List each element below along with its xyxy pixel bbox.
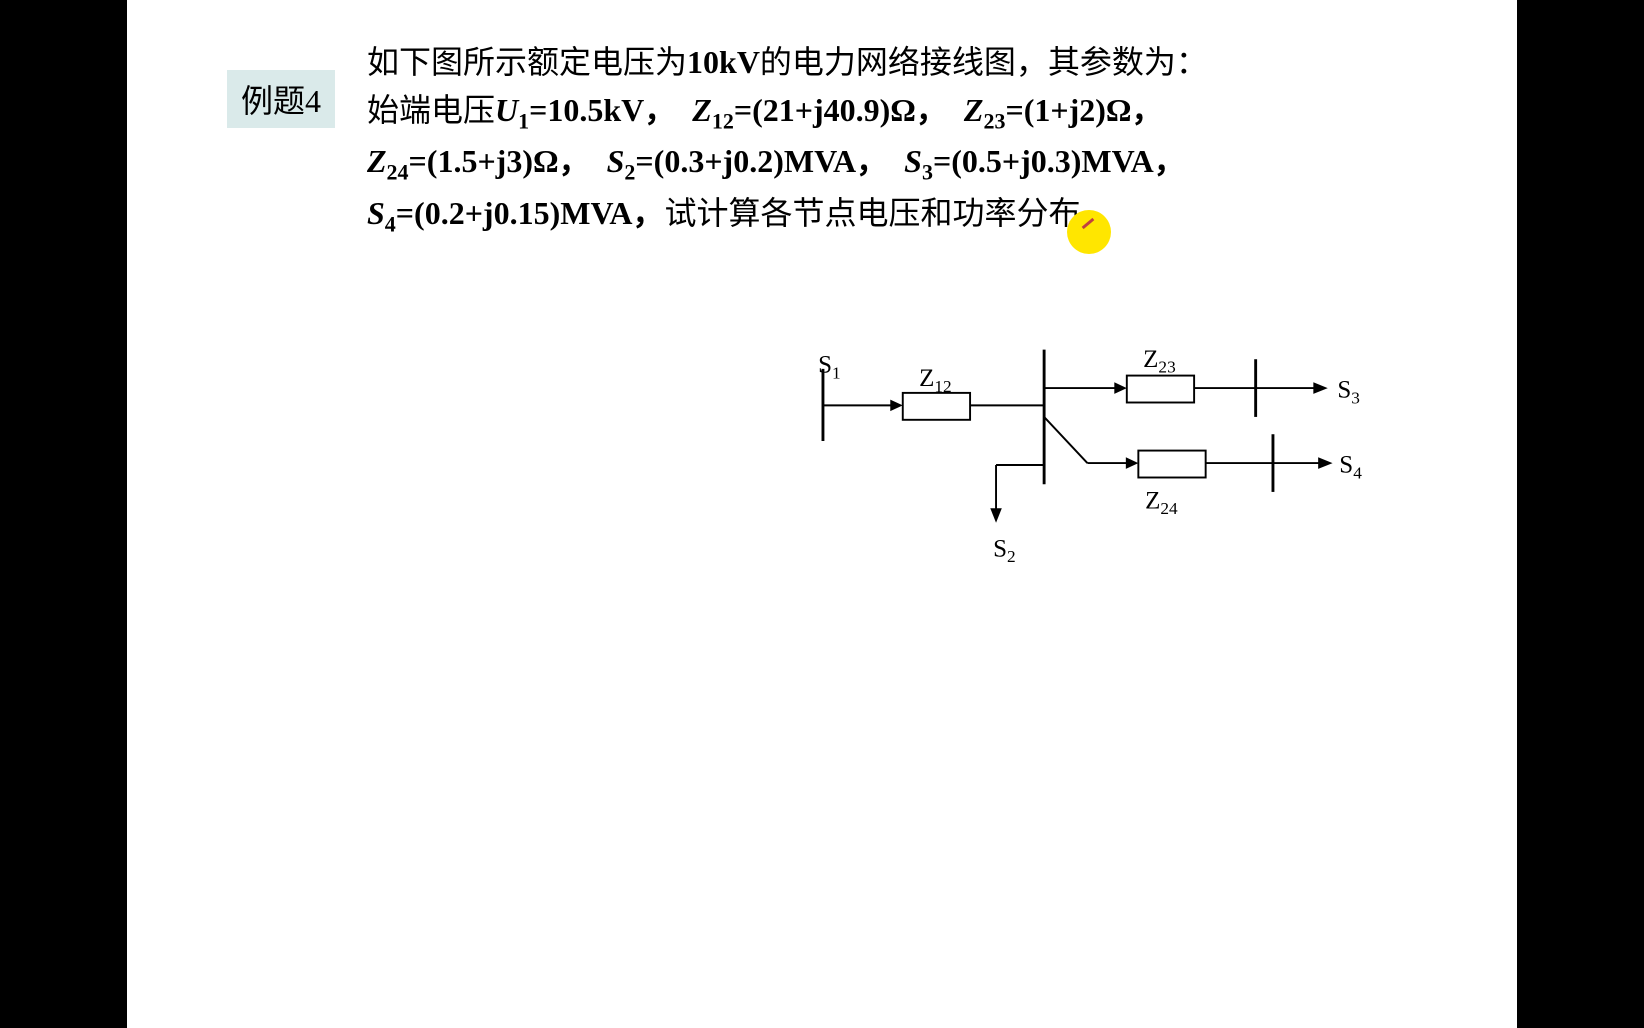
s2-value: =(0.3+j0.2)MVA，: [635, 143, 888, 179]
label-z12: Z12: [919, 365, 952, 396]
rating-value: 10kV: [687, 44, 760, 80]
label-z23: Z23: [1143, 346, 1176, 377]
sub-23: 23: [983, 108, 1005, 133]
s3-value: =(0.5+j0.3)MVA，: [933, 143, 1186, 179]
example-label: 例题4: [227, 70, 335, 128]
z12-value: =(21+j40.9)Ω，: [734, 92, 948, 128]
s4-value: =(0.2+j0.15)MVA，: [396, 195, 665, 231]
label-s1: S1: [818, 352, 841, 383]
symbol-z12: Z: [692, 92, 712, 128]
label-z24: Z24: [1145, 487, 1178, 518]
label-s4: S4: [1339, 452, 1362, 483]
sub-4: 4: [385, 211, 396, 236]
symbol-z24: Z: [367, 143, 387, 179]
sub-12: 12: [712, 108, 734, 133]
symbol-s4: S: [367, 195, 385, 231]
circuit-diagram: S1 Z12 Z23: [797, 340, 1397, 590]
cursor-highlight-icon: [1067, 210, 1111, 254]
label-s3: S3: [1337, 377, 1360, 408]
symbol-z23: Z: [964, 92, 984, 128]
label-s2: S2: [993, 535, 1016, 566]
z23-value: =(1+j2)Ω，: [1005, 92, 1163, 128]
text-segment: 试计算各节点电压和功率分布。: [665, 195, 1113, 231]
u1-value: =10.5kV，: [529, 92, 676, 128]
symbol-s2: S: [607, 143, 625, 179]
z24-value: =(1.5+j3)Ω，: [409, 143, 591, 179]
text-segment: 如下图所示额定电压为: [367, 44, 687, 80]
sub-2: 2: [624, 160, 635, 185]
text-segment: 始端电压: [367, 92, 495, 128]
page-content: 例题4 如下图所示额定电压为10kV的电力网络接线图，其参数为： 始端电压U1=…: [127, 0, 1517, 1028]
symbol-u1: U: [495, 92, 518, 128]
sub-24: 24: [387, 160, 409, 185]
text-segment: 的电力网络接线图，其参数为：: [760, 44, 1208, 80]
sub-1: 1: [518, 108, 529, 133]
symbol-s3: S: [904, 143, 922, 179]
sub-3: 3: [922, 160, 933, 185]
problem-statement: 如下图所示额定电压为10kV的电力网络接线图，其参数为： 始端电压U1=10.5…: [367, 38, 1417, 240]
